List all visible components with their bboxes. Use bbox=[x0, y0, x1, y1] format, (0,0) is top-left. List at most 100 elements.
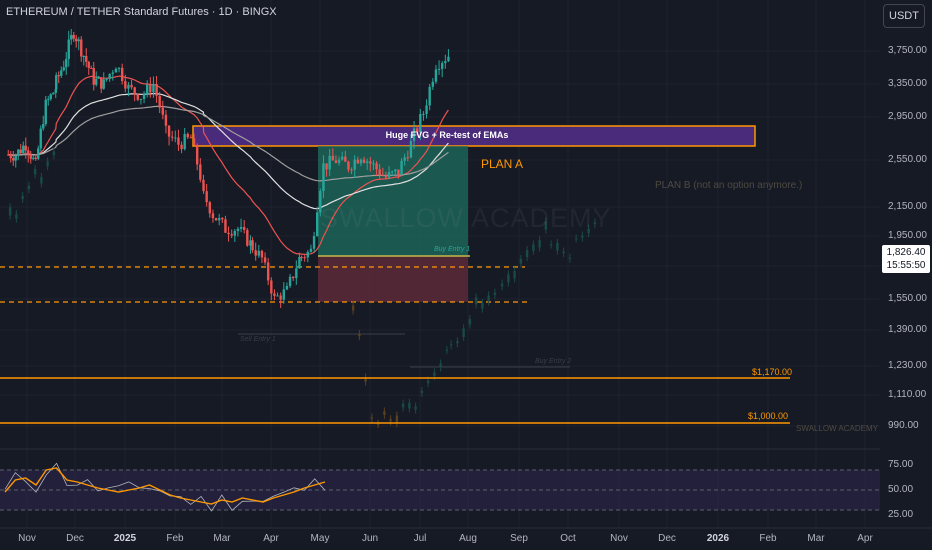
grid bbox=[0, 0, 932, 529]
candle-body-54 bbox=[149, 84, 152, 93]
ghost-body-2-0 bbox=[401, 403, 405, 408]
rsi-raw-line bbox=[4, 462, 326, 512]
x-tick-label: Apr bbox=[263, 533, 279, 544]
candle-body-82 bbox=[233, 230, 237, 236]
ghost-body-3-0 bbox=[426, 380, 430, 384]
candle-body-47 bbox=[127, 84, 130, 89]
ghost-body-4-3 bbox=[468, 319, 472, 325]
y-tick-label: 1,230.00 bbox=[888, 360, 927, 371]
ghost-body-6-1 bbox=[507, 274, 510, 283]
candle-body-113 bbox=[328, 155, 331, 170]
plan-a-target-zone bbox=[318, 146, 468, 256]
ghost-body-1-2 bbox=[389, 419, 392, 422]
ghost-body-5-1 bbox=[481, 302, 484, 309]
levels bbox=[0, 377, 790, 424]
candle-body-4 bbox=[17, 149, 20, 156]
candle-body-97 bbox=[279, 295, 282, 300]
candle-body-28 bbox=[75, 38, 78, 42]
ghost-body-7-1 bbox=[532, 244, 535, 251]
ghost-body-2-2 bbox=[414, 406, 417, 410]
y-tick-label: 990.00 bbox=[888, 420, 919, 431]
ghost-body-0-1 bbox=[358, 334, 361, 337]
ghost-body-6-0 bbox=[500, 283, 504, 287]
buy-entry-1-label: Buy Entry 1 bbox=[434, 246, 471, 253]
candle-body-95 bbox=[273, 293, 276, 296]
candle-body-79 bbox=[224, 219, 227, 233]
candle-body-129 bbox=[378, 169, 381, 176]
y-tick-label: 1,550.00 bbox=[888, 293, 927, 304]
candle-body-3 bbox=[14, 155, 17, 161]
candle-body-75 bbox=[211, 213, 215, 219]
ghost-body-6-3 bbox=[519, 258, 523, 264]
candle-body-23 bbox=[62, 67, 65, 71]
candle-body-31 bbox=[82, 56, 85, 58]
ghost-body-9-2 bbox=[587, 228, 590, 234]
ghost-body-3-3 bbox=[445, 349, 449, 351]
ghost-body-10-3 bbox=[27, 185, 31, 190]
candle-body-149 bbox=[440, 63, 444, 69]
x-tick-label: Jun bbox=[361, 533, 379, 544]
candle-body-132 bbox=[387, 172, 391, 178]
level-1000-label: $1,000.00 bbox=[748, 411, 789, 421]
candle-body-69 bbox=[195, 144, 199, 165]
candle-body-151 bbox=[447, 56, 450, 62]
candle-body-108 bbox=[312, 235, 316, 249]
candle-body-7 bbox=[24, 145, 27, 151]
candle-body-126 bbox=[369, 161, 372, 164]
candle-body-66 bbox=[186, 133, 190, 138]
current-price-value: 1,826.40 bbox=[886, 247, 926, 258]
candle-body-10 bbox=[32, 157, 35, 159]
x-tick-label: Sep bbox=[510, 533, 528, 544]
ghost-body-3-1 bbox=[433, 372, 436, 377]
candle-body-9 bbox=[29, 154, 32, 159]
ghost-body-9-3 bbox=[593, 222, 597, 225]
candle-body-52 bbox=[142, 94, 146, 99]
candle-body-45 bbox=[120, 67, 124, 82]
candle-body-48 bbox=[130, 84, 133, 88]
y-tick-label: 2,550.00 bbox=[888, 154, 927, 165]
candle-body-107 bbox=[309, 248, 313, 252]
y-tick-label: 1,950.00 bbox=[888, 230, 927, 241]
ghost-body-1-0 bbox=[376, 423, 380, 425]
candle-body-63 bbox=[177, 137, 180, 145]
x-tick-label: Mar bbox=[807, 533, 825, 544]
ghost-body-4-1 bbox=[456, 341, 459, 344]
ghost-body-3-2 bbox=[439, 363, 442, 368]
x-tick-label: Apr bbox=[857, 533, 873, 544]
candle-body-121 bbox=[353, 159, 356, 170]
candle-body-117 bbox=[340, 156, 344, 160]
candle-body-76 bbox=[214, 218, 218, 221]
x-tick-label: Dec bbox=[658, 533, 676, 544]
candle-body-83 bbox=[236, 228, 240, 231]
candle-body-115 bbox=[334, 160, 338, 163]
fvg-label: Huge FVG + Re-test of EMAs bbox=[385, 130, 509, 140]
candle-body-96 bbox=[276, 295, 279, 297]
candle-body-144 bbox=[425, 105, 428, 114]
x-tick-label: May bbox=[310, 533, 330, 544]
candle-body-120 bbox=[350, 169, 353, 171]
candle-body-131 bbox=[384, 175, 388, 178]
candle-body-143 bbox=[422, 113, 425, 115]
candle-body-25 bbox=[67, 39, 70, 59]
candle-body-11 bbox=[34, 157, 37, 159]
candle-body-146 bbox=[431, 81, 435, 87]
buy-entry-2-label: Buy Entry 2 bbox=[535, 358, 572, 365]
candle-body-109 bbox=[315, 212, 319, 236]
candle-body-93 bbox=[266, 262, 270, 281]
candle-body-125 bbox=[365, 161, 369, 163]
ghost-body-11-0 bbox=[33, 168, 37, 175]
candle-body-71 bbox=[202, 179, 205, 184]
currency-unit-button[interactable]: USDT bbox=[883, 4, 925, 28]
candle-body-40 bbox=[105, 78, 108, 80]
candle-body-134 bbox=[394, 169, 397, 172]
y-tick-label: 2,950.00 bbox=[888, 111, 927, 122]
ghost-body-1-3 bbox=[395, 415, 399, 424]
candle-body-112 bbox=[325, 163, 328, 170]
ghost-body-5-0 bbox=[474, 297, 478, 305]
candle-body-39 bbox=[102, 79, 105, 89]
candle-body-13 bbox=[39, 128, 42, 149]
candle-body-51 bbox=[139, 98, 143, 100]
ghost-body-6-2 bbox=[513, 271, 516, 279]
x-tick-label: Oct bbox=[560, 533, 576, 544]
